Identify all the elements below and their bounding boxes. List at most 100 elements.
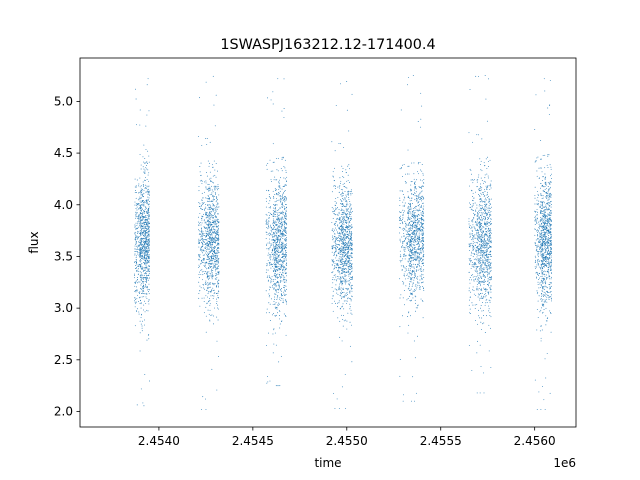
- data-point: [350, 220, 352, 221]
- data-point: [285, 169, 287, 171]
- data-point: [279, 186, 281, 188]
- data-point: [284, 234, 286, 236]
- data-point: [414, 227, 415, 228]
- data-point: [341, 195, 343, 197]
- data-point: [215, 201, 217, 203]
- data-point: [342, 242, 344, 244]
- data-point: [210, 282, 212, 284]
- data-point: [407, 191, 409, 193]
- data-point: [211, 246, 213, 248]
- data-point: [334, 232, 336, 234]
- data-point: [411, 233, 413, 235]
- data-point: [134, 254, 136, 256]
- data-point: [335, 257, 337, 259]
- data-point: [146, 222, 148, 224]
- data-point: [275, 385, 277, 387]
- data-point: [351, 226, 353, 228]
- data-point: [143, 277, 145, 279]
- data-point: [141, 214, 143, 215]
- data-point: [148, 218, 150, 220]
- data-point: [205, 234, 207, 236]
- data-point: [272, 264, 273, 266]
- data-point: [276, 232, 278, 234]
- data-point: [339, 218, 341, 220]
- data-point: [148, 258, 150, 260]
- data-point: [416, 222, 418, 224]
- data-point: [134, 275, 136, 276]
- data-point-outlier: [272, 103, 274, 105]
- data-point: [342, 236, 344, 238]
- data-point: [416, 258, 418, 260]
- data-point: [208, 262, 210, 264]
- data-point: [141, 246, 143, 248]
- data-point: [209, 272, 211, 274]
- data-point: [217, 247, 219, 249]
- data-point: [423, 178, 425, 180]
- data-point: [214, 247, 215, 249]
- data-point: [266, 245, 267, 247]
- data-point: [405, 269, 407, 271]
- data-point: [147, 150, 149, 152]
- data-point: [275, 214, 277, 215]
- data-point: [272, 270, 274, 272]
- data-point: [346, 109, 348, 111]
- data-point: [279, 310, 281, 312]
- data-point: [281, 247, 283, 249]
- data-point: [283, 279, 284, 281]
- data-point: [343, 265, 345, 267]
- data-point: [141, 244, 143, 246]
- data-point: [282, 270, 284, 271]
- data-point: [207, 220, 209, 222]
- data-point: [417, 276, 419, 278]
- data-point: [410, 265, 412, 267]
- data-point: [141, 277, 143, 279]
- data-point: [201, 145, 203, 146]
- data-point-outlier: [340, 83, 341, 85]
- data-point: [269, 320, 271, 321]
- data-point: [408, 312, 409, 314]
- data-point: [134, 192, 136, 193]
- data-point: [207, 195, 209, 197]
- data-point: [148, 260, 150, 262]
- data-point: [205, 188, 207, 190]
- data-point: [148, 270, 150, 272]
- data-point: [134, 233, 136, 235]
- data-point: [147, 231, 149, 233]
- data-point: [281, 110, 283, 112]
- data-point: [351, 240, 353, 241]
- data-point: [274, 293, 276, 295]
- data-point: [348, 263, 350, 265]
- data-point: [215, 208, 217, 210]
- data-point: [134, 201, 136, 203]
- data-point: [419, 254, 421, 255]
- data-point: [217, 207, 219, 209]
- data-point: [411, 293, 413, 295]
- data-point: [285, 236, 287, 238]
- data-point: [414, 239, 416, 240]
- data-point: [348, 245, 349, 247]
- data-point: [266, 223, 268, 225]
- data-point: [349, 168, 351, 170]
- data-point: [136, 286, 137, 288]
- data-point: [342, 266, 344, 268]
- data-point: [342, 191, 343, 193]
- data-point: [278, 192, 280, 194]
- data-point: [332, 310, 334, 312]
- data-point: [417, 240, 419, 242]
- data-point: [343, 248, 345, 250]
- data-point: [285, 255, 287, 257]
- data-point: [206, 233, 208, 234]
- data-point: [348, 240, 350, 242]
- data-point: [340, 180, 342, 182]
- data-point: [214, 250, 216, 252]
- data-point: [284, 260, 286, 262]
- data-point: [139, 217, 141, 219]
- data-point: [277, 295, 279, 297]
- data-point: [334, 210, 336, 211]
- data-point: [422, 233, 424, 235]
- data-point: [422, 300, 424, 302]
- data-point: [148, 110, 150, 112]
- data-point: [286, 246, 287, 248]
- data-point: [276, 308, 278, 310]
- data-point: [350, 207, 352, 209]
